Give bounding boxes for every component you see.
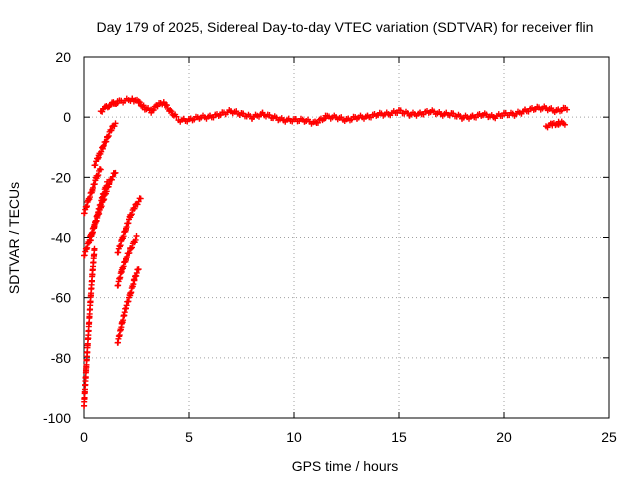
data-point	[104, 134, 111, 141]
series-late-offset	[543, 118, 568, 131]
data-point	[168, 108, 175, 115]
data-point	[133, 233, 140, 240]
data-point	[564, 106, 570, 113]
data-point	[99, 145, 106, 152]
data-point	[128, 211, 135, 218]
data-point	[95, 172, 102, 179]
data-point	[167, 107, 174, 114]
x-tick-label: 25	[601, 429, 617, 445]
data-point	[103, 138, 110, 145]
series-rise-6	[114, 195, 144, 256]
data-point	[97, 166, 104, 173]
axis-ticks: 0 5 10 15 20 25 -100 -80 -60 -40 -20 0 20	[43, 49, 617, 445]
y-tick-label: 0	[63, 109, 71, 125]
x-tick-label: 0	[80, 429, 88, 445]
series-early-positive	[97, 95, 180, 120]
x-tick-label: 10	[286, 429, 302, 445]
series-rise-8	[114, 266, 142, 346]
y-tick-label: -80	[51, 350, 71, 366]
series-rise-7	[114, 233, 140, 289]
data-point	[109, 173, 116, 180]
data-point	[100, 142, 107, 149]
data-point	[150, 107, 157, 114]
data-point	[126, 249, 133, 256]
data-point	[137, 195, 144, 202]
data-point	[94, 173, 101, 180]
data-point	[136, 99, 143, 106]
data-markers	[81, 95, 570, 409]
data-point	[128, 245, 135, 252]
series-rise-3	[81, 166, 104, 217]
data-point	[135, 98, 142, 105]
data-point	[105, 132, 112, 139]
x-tick-label: 5	[185, 429, 193, 445]
y-tick-label: -60	[51, 290, 71, 306]
data-point	[131, 205, 138, 212]
data-point	[112, 169, 119, 176]
y-tick-label: -100	[43, 410, 71, 426]
data-point	[154, 103, 161, 110]
data-point	[128, 212, 135, 219]
data-point	[561, 121, 568, 128]
data-point	[123, 257, 129, 264]
y-tick-label: 20	[55, 49, 71, 65]
data-point	[135, 266, 142, 273]
data-point	[104, 178, 111, 185]
data-point	[134, 201, 141, 208]
data-point	[315, 119, 321, 126]
series-rise-5	[87, 178, 111, 244]
data-point	[108, 127, 115, 134]
series-steep-rise-1	[81, 245, 98, 409]
data-point	[123, 254, 130, 261]
data-point	[173, 113, 180, 120]
x-axis-label: GPS time / hours	[292, 458, 399, 474]
data-point	[163, 102, 170, 109]
chart-title: Day 179 of 2025, Sidereal Day-to-day VTE…	[97, 19, 594, 35]
y-tick-label: -20	[51, 169, 71, 185]
series-rise-2	[91, 120, 119, 169]
data-point	[91, 245, 98, 252]
y-axis-label: SDTVAR / TECUs	[6, 182, 22, 294]
data-point	[129, 244, 135, 251]
x-tick-label: 20	[496, 429, 512, 445]
y-tick-label: -40	[51, 230, 71, 246]
x-tick-label: 15	[391, 429, 407, 445]
series-main-trend	[175, 103, 570, 127]
data-point	[132, 236, 139, 243]
data-point	[108, 176, 115, 183]
data-point	[92, 162, 99, 169]
data-point	[112, 120, 119, 127]
data-point	[111, 123, 118, 130]
